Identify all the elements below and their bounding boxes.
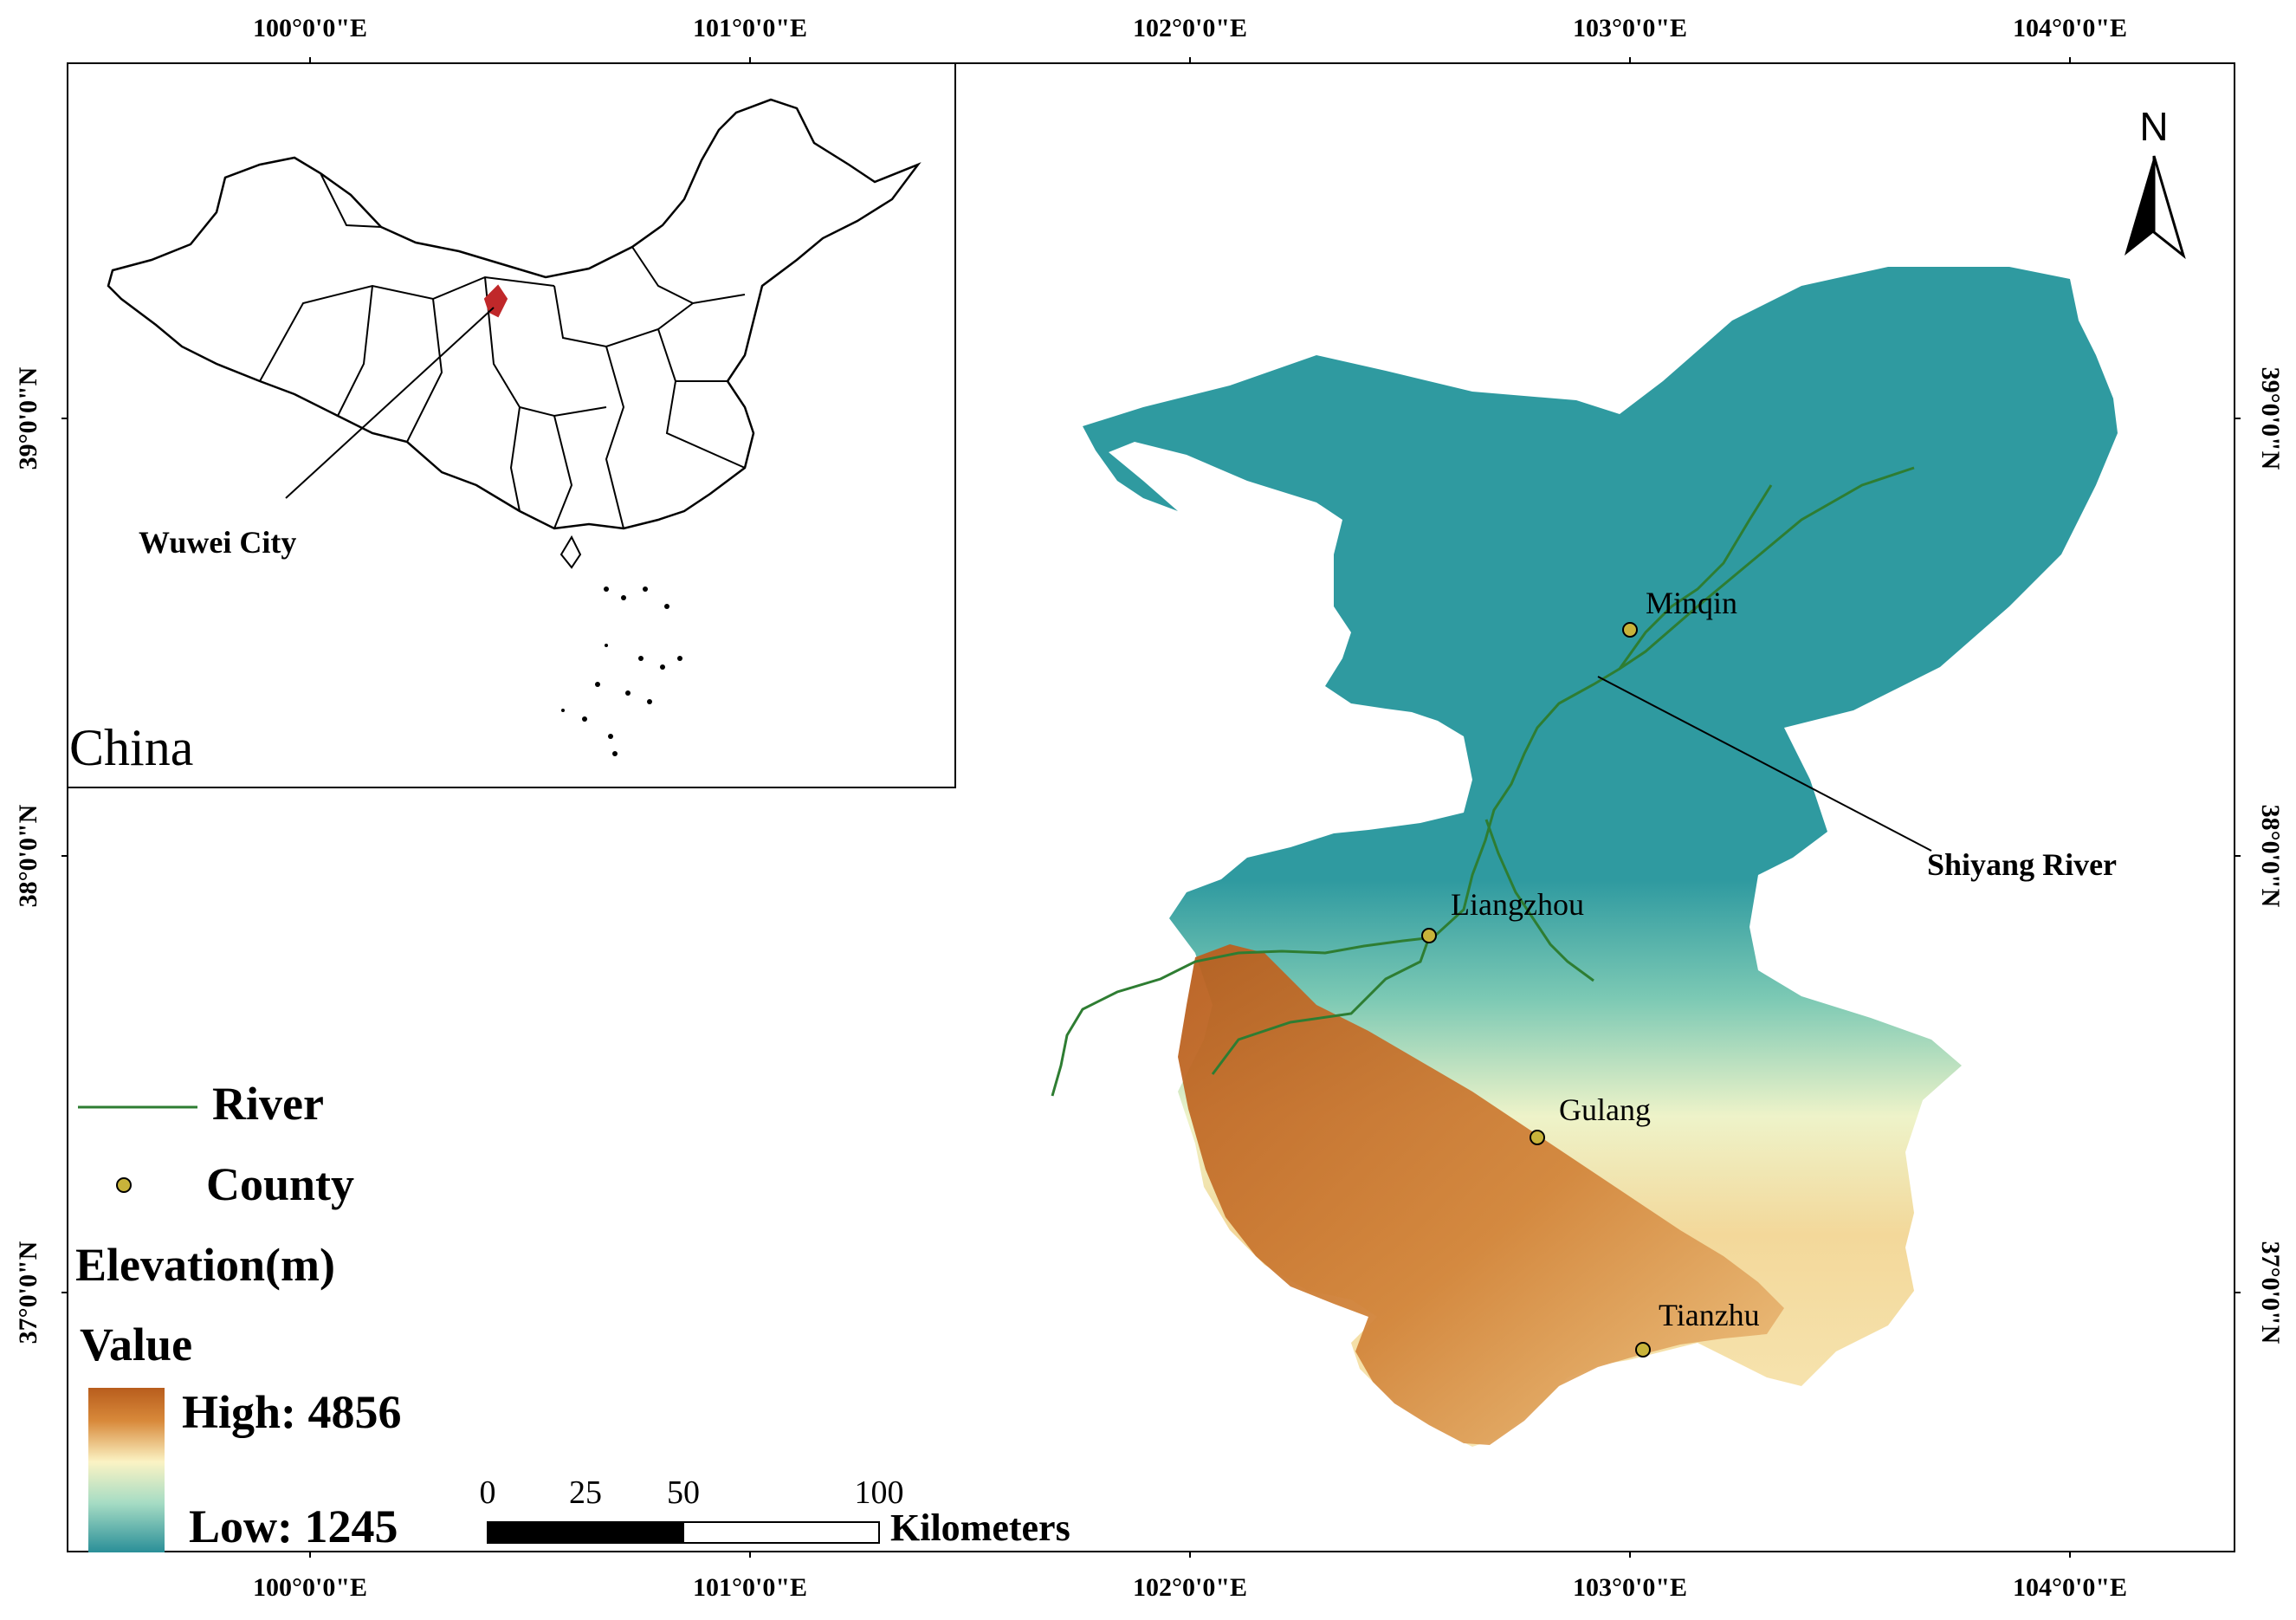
river-line: [1211, 936, 1431, 1075]
scale-bar: 0 25 50 100 Kilometers: [480, 1474, 1070, 1549]
legend-low-label: Low: 1245: [189, 1500, 398, 1552]
river-line: [1051, 466, 1915, 1097]
y-tick-label: 38°0'0"N: [2256, 805, 2285, 908]
legend-elevation-title: Elevation(m): [75, 1239, 335, 1291]
x-tick-label: 103°0'0"E: [1573, 14, 1687, 42]
county-point-tianzhu[interactable]: [1635, 1342, 1651, 1358]
y-axis-left: 39°0'0"N 38°0'0"N 37°0'0"N: [14, 366, 68, 1344]
north-arrow-icon: [2125, 156, 2154, 256]
scale-unit-label: Kilometers: [890, 1507, 1070, 1549]
county-label: Tianzhu: [1659, 1298, 1760, 1332]
x-axis-top: 100°0'0"E 101°0'0"E 102°0'0"E 103°0'0"E …: [253, 14, 2127, 63]
x-tick-label: 102°0'0"E: [1133, 14, 1247, 42]
north-arrow: N: [2125, 104, 2186, 260]
legend: River County Elevation(m) Value High: 48…: [75, 1078, 402, 1552]
scale-bar-segment-white: [682, 1521, 880, 1544]
river-network: [1051, 466, 1915, 1097]
wuwei-highlight[interactable]: [483, 284, 508, 318]
inset-map: Wuwei City China: [67, 62, 956, 788]
y-axis-right: 39°0'0"N 38°0'0"N 37°0'0"N: [2235, 367, 2285, 1345]
legend-high-label: High: 4856: [182, 1386, 402, 1438]
x-tick-label: 100°0'0"E: [253, 14, 367, 42]
y-tick-label: 39°0'0"N: [2256, 367, 2285, 470]
legend-river-label: River: [212, 1078, 324, 1130]
county-point-minqin[interactable]: [1622, 622, 1638, 638]
y-tick-label: 37°0'0"N: [14, 1241, 42, 1344]
river-line: [1484, 819, 1594, 982]
x-tick-label: 100°0'0"E: [253, 1573, 367, 1602]
x-tick-label: 101°0'0"E: [693, 1573, 807, 1602]
x-tick-label: 102°0'0"E: [1133, 1573, 1247, 1602]
legend-color-ramp: [88, 1388, 165, 1552]
scale-bar-segment-black: [487, 1521, 684, 1544]
south-china-sea-islands: [561, 586, 682, 756]
county-label: Liangzhou: [1451, 887, 1584, 922]
inset-leader-line: [285, 307, 495, 499]
x-tick-label: 104°0'0"E: [2013, 14, 2127, 42]
county-point-gulang[interactable]: [1530, 1130, 1545, 1145]
china-outline: [107, 98, 922, 530]
mountain-region: [1178, 944, 1784, 1445]
legend-county-symbol: [116, 1177, 132, 1193]
x-axis-bottom: 100°0'0"E 101°0'0"E 102°0'0"E 103°0'0"E …: [253, 1552, 2127, 1602]
county-label: Gulang: [1559, 1092, 1651, 1127]
hainan-island: [559, 535, 582, 569]
inset-country-label: China: [69, 719, 193, 776]
y-tick-label: 38°0'0"N: [14, 804, 42, 907]
y-tick-label: 37°0'0"N: [2256, 1241, 2285, 1345]
scale-tick-label: 25: [569, 1474, 602, 1511]
river-name-label: Shiyang River: [1927, 847, 2117, 882]
north-label: N: [2139, 104, 2168, 149]
county-point-liangzhou[interactable]: [1421, 928, 1437, 943]
scale-tick-label: 100: [855, 1474, 904, 1511]
study-area: [1083, 267, 2118, 1447]
river-line: [1618, 484, 1773, 670]
county-label: Minqin: [1646, 586, 1737, 620]
inset-city-label: Wuwei City: [139, 525, 296, 560]
scale-tick-label: 50: [667, 1474, 700, 1511]
x-tick-label: 103°0'0"E: [1573, 1573, 1687, 1602]
legend-county-label: County: [206, 1158, 354, 1210]
china-provinces: [259, 172, 746, 529]
scale-tick-label: 0: [480, 1474, 496, 1511]
y-tick-label: 39°0'0"N: [14, 366, 42, 470]
county-points: Minqin Liangzhou Gulang Tianzhu: [1421, 586, 1760, 1358]
x-tick-label: 101°0'0"E: [693, 14, 807, 42]
x-tick-label: 104°0'0"E: [2013, 1573, 2127, 1602]
legend-value-label: Value: [80, 1319, 192, 1371]
map-frame: [67, 62, 2235, 1552]
river-leader-line: [1597, 676, 1932, 852]
